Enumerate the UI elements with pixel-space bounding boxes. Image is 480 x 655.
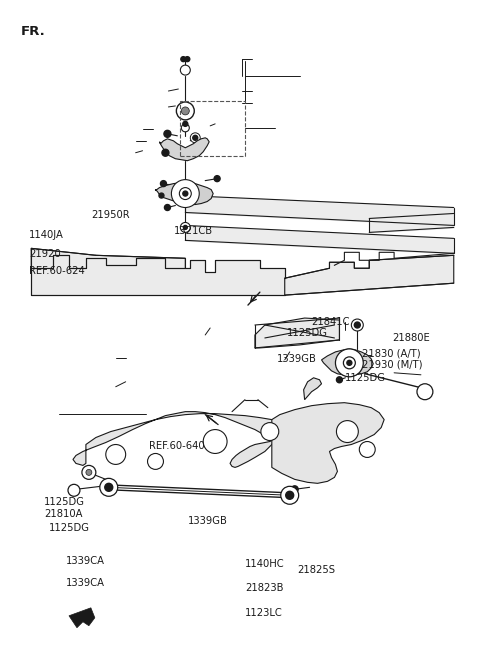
- Circle shape: [183, 191, 188, 196]
- Circle shape: [180, 65, 190, 75]
- Circle shape: [181, 124, 189, 132]
- Circle shape: [100, 478, 118, 496]
- Polygon shape: [156, 183, 213, 204]
- Text: 21880E: 21880E: [393, 333, 431, 343]
- Circle shape: [347, 360, 352, 365]
- Text: 21830 (A/T): 21830 (A/T): [362, 348, 420, 358]
- Text: REF.60-640: REF.60-640: [149, 441, 205, 451]
- Text: 1140HC: 1140HC: [245, 559, 284, 569]
- Text: 21810A: 21810A: [44, 509, 83, 519]
- Circle shape: [147, 453, 164, 470]
- Text: 1125DG: 1125DG: [49, 523, 90, 533]
- Circle shape: [343, 357, 355, 369]
- Circle shape: [162, 149, 169, 157]
- Text: 21841C: 21841C: [312, 317, 350, 328]
- Circle shape: [351, 319, 363, 331]
- Circle shape: [160, 181, 167, 187]
- Circle shape: [193, 136, 198, 140]
- Circle shape: [214, 176, 220, 181]
- Circle shape: [417, 384, 433, 400]
- Circle shape: [183, 225, 187, 229]
- Circle shape: [86, 470, 92, 476]
- Circle shape: [286, 491, 294, 499]
- Circle shape: [336, 421, 358, 443]
- Text: 1140JA: 1140JA: [29, 230, 64, 240]
- Circle shape: [106, 445, 126, 464]
- Text: 21950R: 21950R: [91, 210, 130, 220]
- Text: 21930 (M/T): 21930 (M/T): [362, 359, 422, 369]
- Circle shape: [82, 466, 96, 479]
- Circle shape: [176, 102, 194, 120]
- Polygon shape: [255, 318, 339, 348]
- Circle shape: [181, 107, 189, 115]
- Circle shape: [165, 204, 170, 210]
- Circle shape: [190, 133, 200, 143]
- Circle shape: [180, 187, 192, 200]
- Polygon shape: [31, 248, 185, 282]
- Polygon shape: [304, 378, 322, 400]
- Circle shape: [336, 349, 363, 377]
- Polygon shape: [31, 255, 285, 295]
- Polygon shape: [159, 138, 209, 160]
- Circle shape: [354, 322, 360, 328]
- Circle shape: [291, 486, 298, 493]
- Circle shape: [185, 56, 190, 62]
- Circle shape: [281, 486, 299, 504]
- Circle shape: [183, 121, 188, 126]
- Text: 1125DG: 1125DG: [345, 373, 386, 383]
- Text: 1339CA: 1339CA: [66, 556, 105, 566]
- Circle shape: [68, 484, 80, 496]
- Circle shape: [261, 422, 279, 441]
- Circle shape: [159, 193, 164, 198]
- Circle shape: [105, 483, 113, 491]
- Polygon shape: [322, 349, 373, 376]
- Polygon shape: [285, 255, 454, 295]
- Text: 1339GB: 1339GB: [277, 354, 317, 364]
- Polygon shape: [272, 403, 384, 483]
- Text: 1321CB: 1321CB: [174, 226, 213, 236]
- Circle shape: [360, 441, 375, 457]
- Circle shape: [336, 377, 342, 383]
- Circle shape: [171, 179, 199, 208]
- Circle shape: [180, 223, 190, 233]
- Bar: [180, 101, 245, 156]
- Circle shape: [181, 56, 186, 62]
- Circle shape: [203, 430, 227, 453]
- Text: 1339CA: 1339CA: [66, 578, 105, 588]
- Text: 21825S: 21825S: [297, 565, 335, 575]
- Text: 21920: 21920: [29, 250, 61, 259]
- Text: 1125DG: 1125DG: [287, 328, 328, 338]
- Text: 1123LC: 1123LC: [245, 608, 283, 618]
- Text: 1339GB: 1339GB: [188, 515, 228, 525]
- Text: 21823B: 21823B: [245, 584, 283, 593]
- Text: 1125DG: 1125DG: [44, 497, 85, 507]
- Text: FR.: FR.: [21, 25, 45, 38]
- Circle shape: [164, 130, 171, 138]
- Polygon shape: [69, 608, 95, 627]
- Text: REF.60-624: REF.60-624: [29, 267, 85, 276]
- Polygon shape: [73, 411, 285, 468]
